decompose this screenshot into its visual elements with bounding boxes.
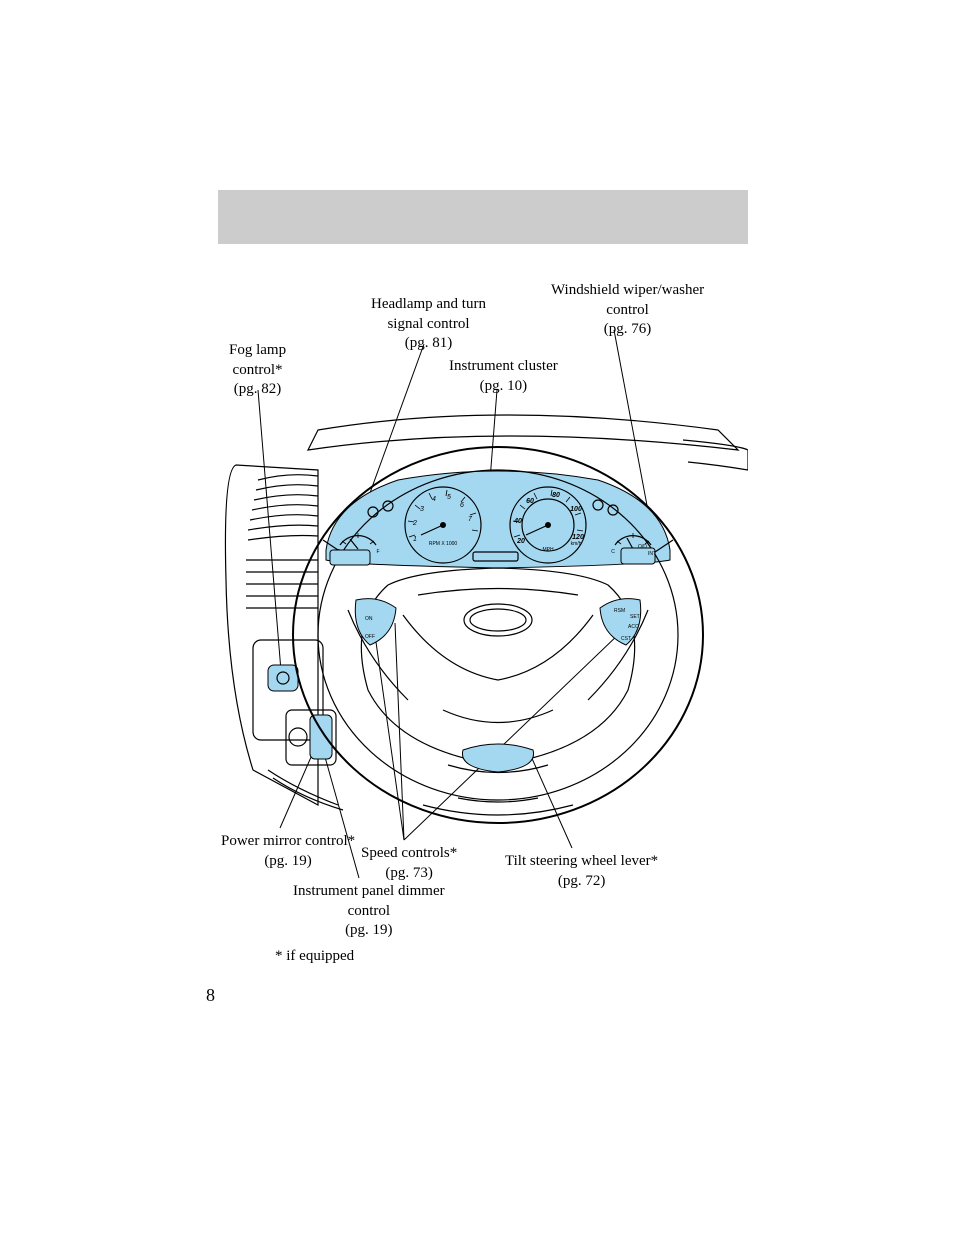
svg-text:120: 120 (572, 534, 584, 541)
svg-text:ON: ON (365, 616, 373, 622)
svg-text:80: 80 (552, 492, 560, 499)
footnote: * if equipped (275, 948, 354, 965)
page-number: 8 (206, 985, 215, 1006)
svg-text:CST: CST (621, 636, 631, 642)
callout-fog-lamp: Fog lamp control* (pg. 82) (229, 341, 286, 400)
svg-text:60: 60 (526, 498, 534, 505)
svg-text:km/h: km/h (571, 541, 582, 547)
callout-power-mirror: Power mirror control* (pg. 19) (221, 832, 355, 871)
svg-text:1: 1 (413, 536, 417, 543)
svg-text:RPM X 1000: RPM X 1000 (429, 541, 458, 547)
svg-text:OFF: OFF (365, 634, 375, 640)
callout-wiper: Windshield wiper/washer control (pg. 76) (551, 281, 704, 340)
svg-text:2: 2 (412, 520, 417, 527)
svg-text:F: F (376, 549, 379, 555)
callout-tilt: Tilt steering wheel lever* (pg. 72) (505, 852, 658, 891)
callout-dimmer: Instrument panel dimmer control (pg. 19) (293, 882, 445, 941)
svg-text:5: 5 (447, 494, 451, 501)
callout-headlamp: Headlamp and turn signal control (pg. 81… (371, 295, 486, 354)
svg-text:3: 3 (420, 506, 424, 513)
svg-text:RSM: RSM (614, 608, 625, 614)
svg-text:INT: INT (648, 551, 656, 557)
callout-instrument-cluster: Instrument cluster (pg. 10) (449, 357, 558, 396)
svg-text:C: C (611, 549, 615, 555)
svg-text:SET: SET (630, 614, 640, 620)
svg-text:4: 4 (432, 496, 436, 503)
header-band (218, 190, 748, 244)
svg-text:100: 100 (570, 506, 582, 513)
callout-speed-controls: Speed controls* (pg. 73) (361, 844, 457, 883)
svg-text:6: 6 (460, 502, 464, 509)
dashboard-diagram: E F 1 2 3 4 5 6 7 RPM X 1000 (218, 410, 748, 830)
svg-text:40: 40 (513, 518, 522, 525)
svg-text:20: 20 (516, 538, 525, 545)
svg-text:ACC: ACC (628, 624, 639, 630)
svg-text:MPH: MPH (542, 547, 554, 553)
